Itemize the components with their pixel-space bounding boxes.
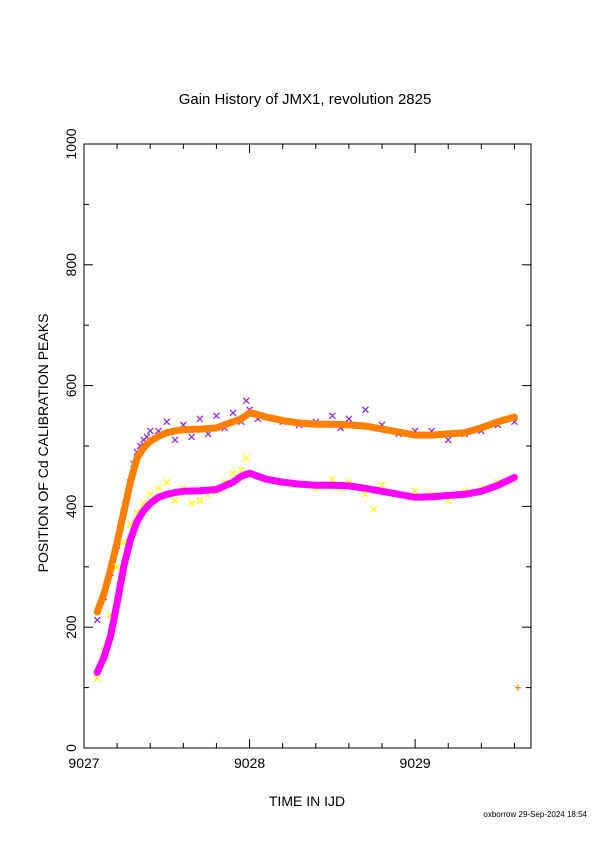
series-2-point xyxy=(370,505,378,513)
series-0-point xyxy=(171,436,179,444)
plot-frame xyxy=(83,143,532,749)
x-tick-label: 9029 xyxy=(400,755,431,771)
series-4-point xyxy=(514,684,521,691)
axis-ticks xyxy=(83,143,531,749)
series-0-point xyxy=(361,406,369,414)
series-0-point xyxy=(196,415,204,423)
x-axis-label: TIME IN IJD xyxy=(269,793,345,809)
series-2-point xyxy=(242,454,250,462)
series-2-point xyxy=(146,490,154,498)
y-tick-label: 600 xyxy=(63,374,79,398)
series-0-point xyxy=(444,436,452,444)
series-0-point xyxy=(328,412,336,420)
series-2-point xyxy=(378,481,386,489)
series-2-point xyxy=(328,475,336,483)
series-2-point xyxy=(155,484,162,492)
series-3-line xyxy=(93,469,518,676)
series-0-point xyxy=(163,418,171,426)
series-2-point xyxy=(188,499,196,507)
footer-stamp: oxborrow 29-Sep-2024 18:54 xyxy=(483,810,587,819)
series-0-point xyxy=(212,412,220,420)
chart-title: Gain History of JMX1, revolution 2825 xyxy=(179,91,432,108)
series-0-point xyxy=(93,616,101,624)
data-series xyxy=(93,397,521,691)
y-tick-label: 800 xyxy=(63,253,79,277)
series-2-point xyxy=(171,496,179,504)
series-2-point xyxy=(229,469,237,477)
series-0-point xyxy=(242,397,250,405)
series-2-point xyxy=(196,496,204,504)
series-2-point xyxy=(113,563,121,571)
y-tick-label: 400 xyxy=(63,495,79,519)
series-2-point xyxy=(93,675,101,682)
y-tick-label: 200 xyxy=(63,615,79,639)
series-0-point xyxy=(146,427,154,435)
y-tick-label: 1000 xyxy=(63,128,79,159)
axis-tick-labels: 0 200 400 600 800 1000 9027 9028 9029 xyxy=(63,128,431,771)
series-1-line xyxy=(93,409,518,616)
x-tick-label: 9027 xyxy=(68,755,99,771)
x-tick-label: 9028 xyxy=(234,755,265,771)
series-2-point xyxy=(163,478,171,486)
y-tick-label: 0 xyxy=(63,744,79,752)
series-0-point xyxy=(229,409,237,417)
series-0-point xyxy=(345,415,353,423)
y-axis-label: POSITION OF Cd CALIBRATION PEAKS xyxy=(35,314,51,573)
series-2-point xyxy=(361,490,369,498)
series-0-point xyxy=(188,433,196,441)
series-2-point xyxy=(411,487,419,495)
